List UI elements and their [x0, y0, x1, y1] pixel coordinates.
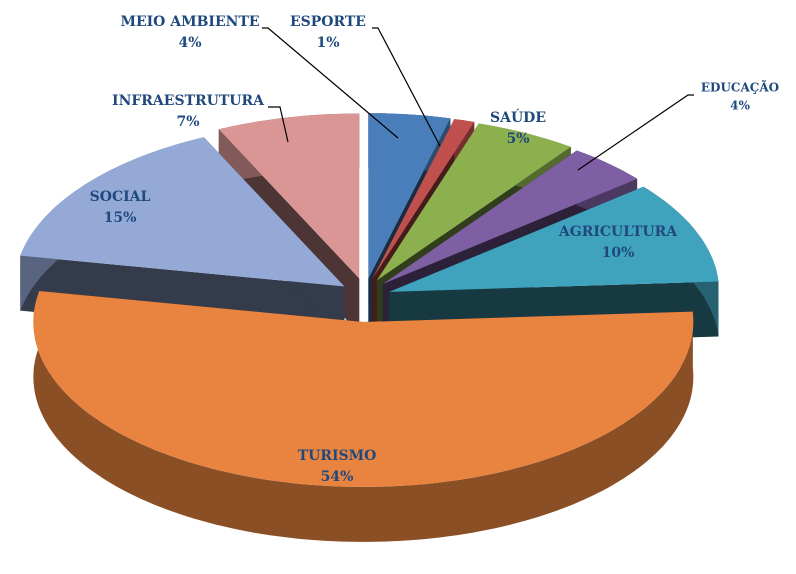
slice [20, 137, 345, 287]
value-label: 7% [176, 114, 199, 130]
category-label: ESPORTE [290, 14, 366, 30]
value-label: 1% [316, 35, 339, 51]
category-label: AGRICULTURA [558, 224, 678, 240]
slice [33, 291, 694, 487]
value-label: 15% [104, 210, 137, 226]
category-label: TURISMO [298, 448, 377, 464]
labels: MEIO AMBIENTE 4% ESPORTE 1% SAÚDE 5% EDUCAÇÃO 4… [90, 14, 779, 485]
value-label: 4% [730, 99, 750, 113]
slice [382, 150, 638, 284]
leader-line [262, 27, 399, 139]
category-label: SAÚDE [490, 108, 546, 126]
slice [372, 119, 475, 279]
value-label: 54% [321, 469, 354, 485]
category-label: INFRAESTRUTURA [112, 93, 265, 109]
slice [218, 113, 360, 279]
value-label: 10% [602, 245, 635, 261]
category-label: MEIO AMBIENTE [120, 14, 259, 30]
slice [368, 113, 451, 279]
value-label: 5% [506, 131, 529, 147]
leader-line [268, 106, 289, 143]
pie [20, 113, 719, 542]
category-label: EDUCAÇÃO [701, 80, 779, 95]
leader-line [577, 94, 694, 171]
slice [389, 186, 719, 292]
category-label: SOCIAL [90, 189, 151, 205]
leader-line [372, 27, 441, 147]
slice-side [33, 291, 694, 542]
slice [376, 123, 571, 281]
value-label: 4% [178, 35, 201, 51]
